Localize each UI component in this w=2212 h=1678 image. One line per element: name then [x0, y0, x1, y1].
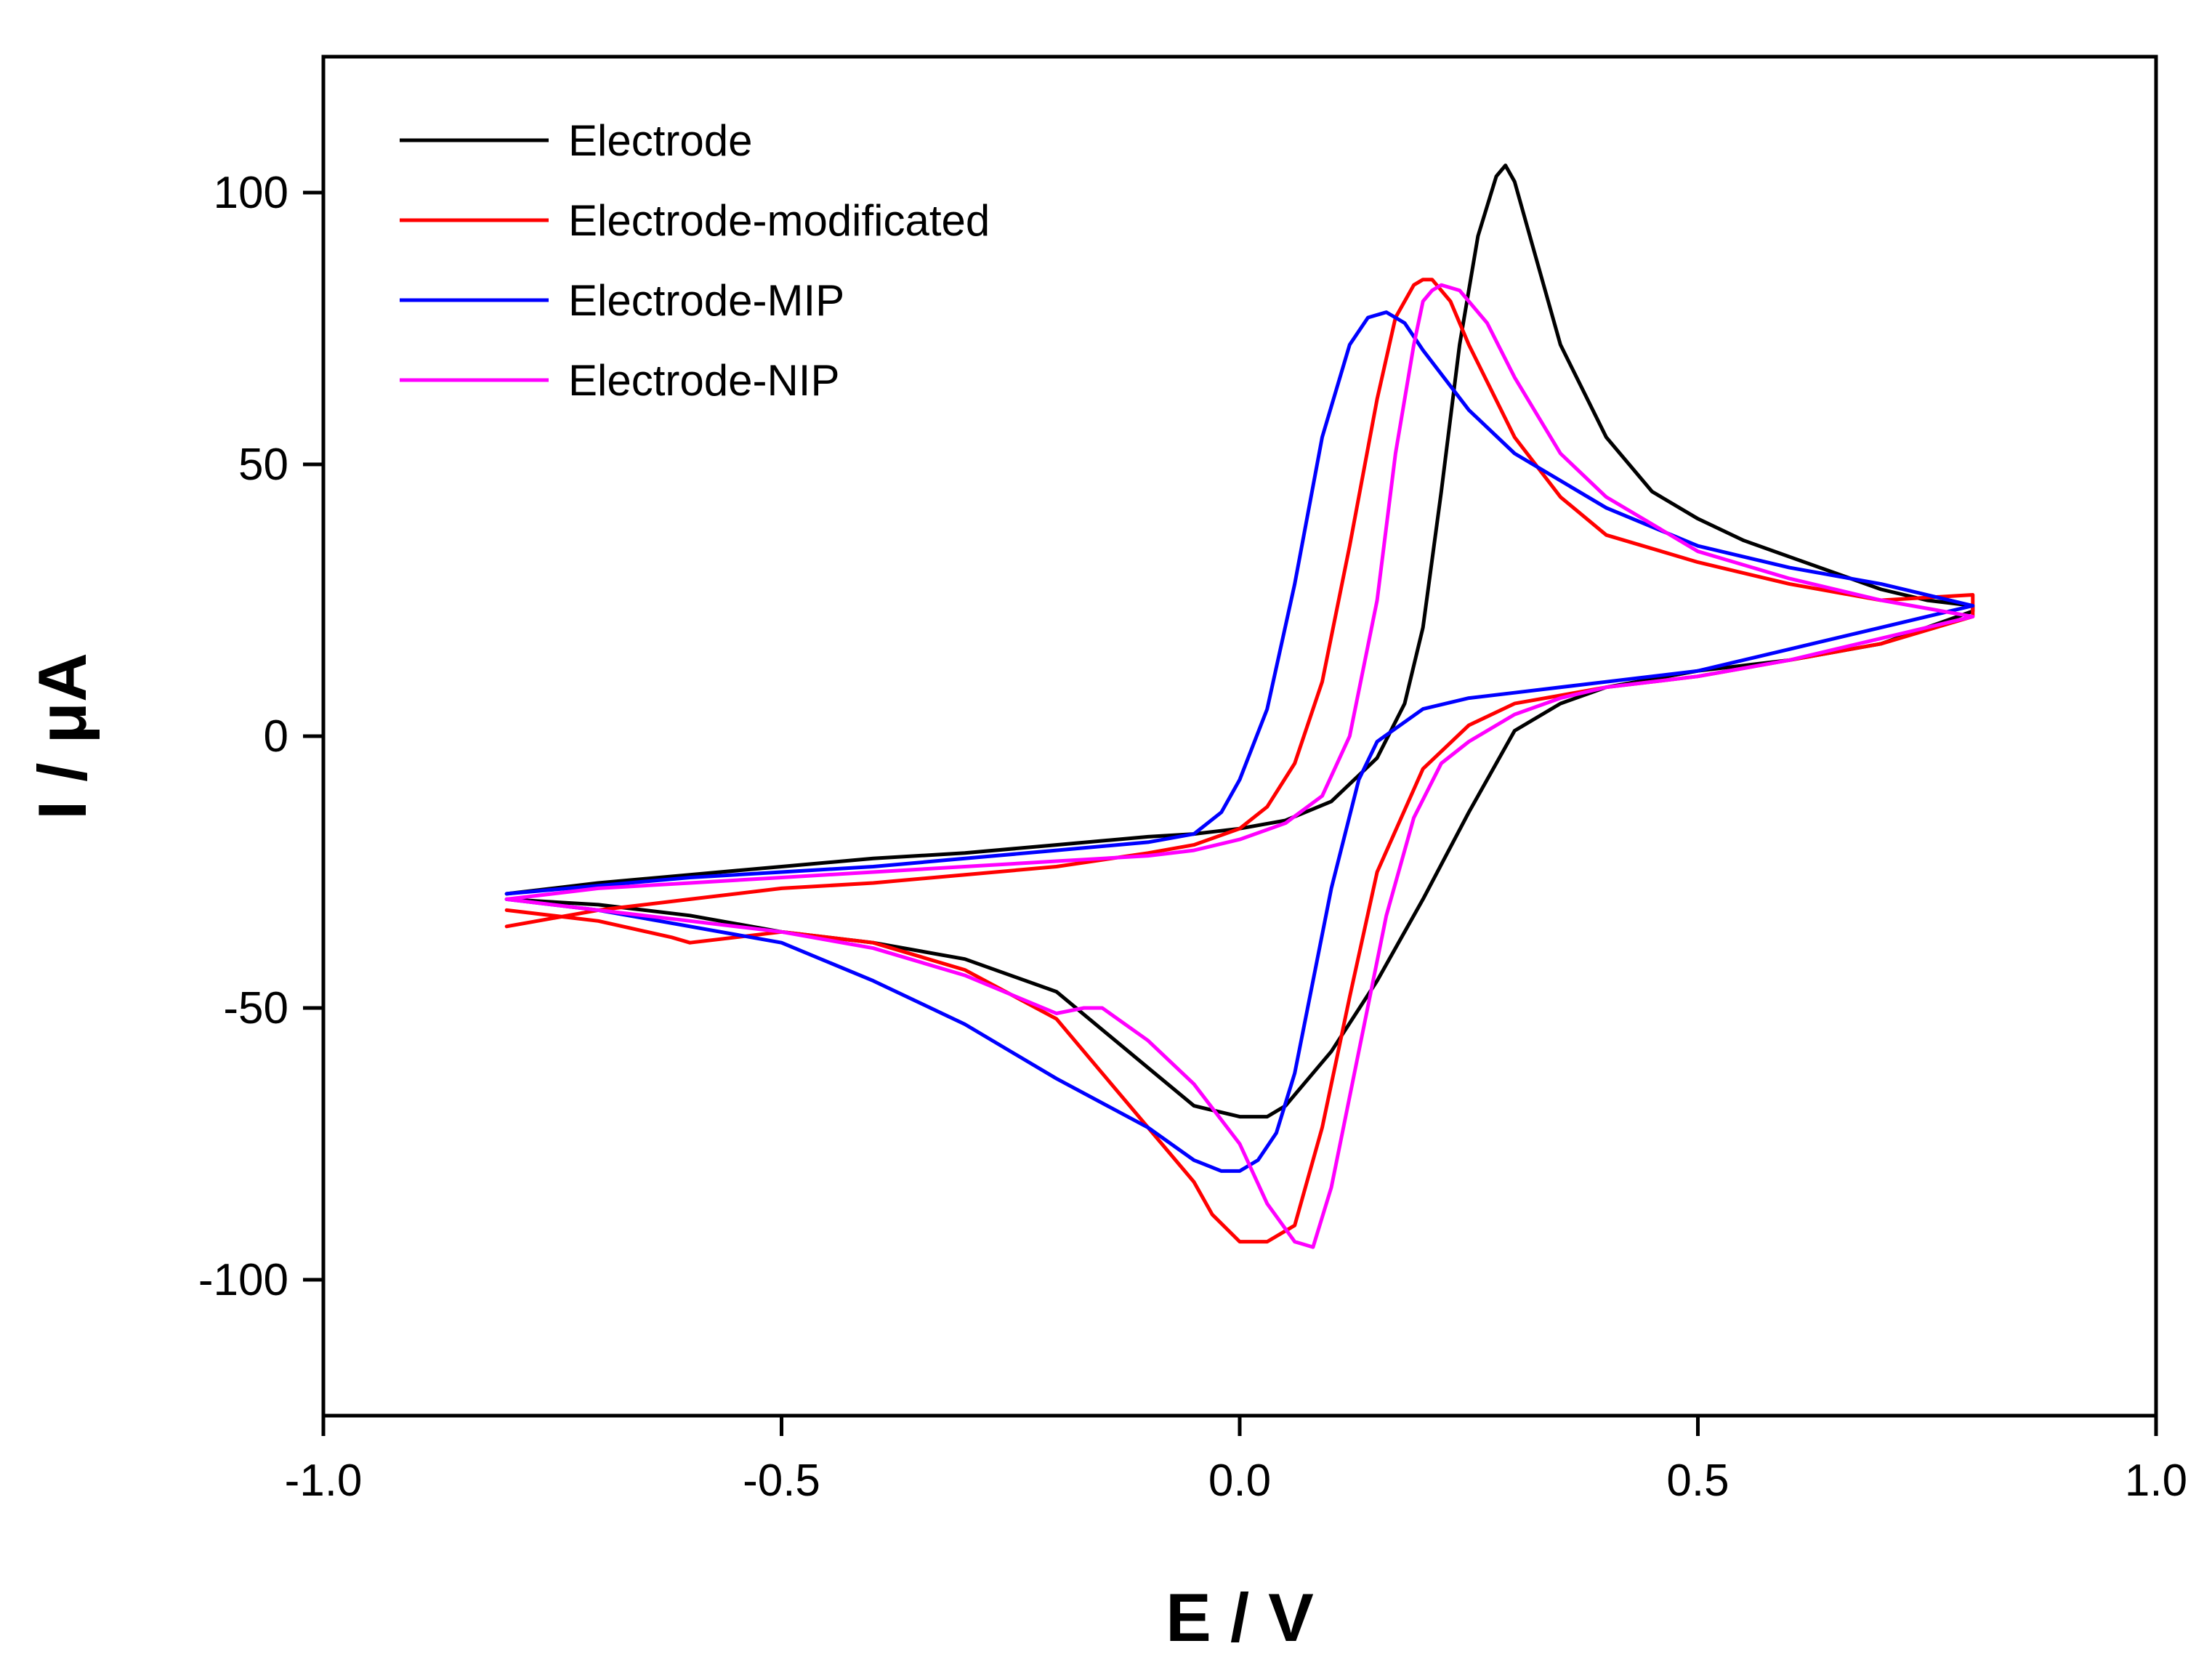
y-axis-title: I / μA	[24, 653, 100, 820]
x-tick-label: 1.0	[2125, 1456, 2187, 1506]
series-layer	[504, 164, 1975, 1249]
axis-ticks: -1.0 -0.5 0.0 0.5 1.0 -100 -50 0 50 100	[198, 168, 2187, 1506]
x-axis-title: E / V	[1166, 1579, 1314, 1655]
y-tick-label: 50	[238, 440, 288, 490]
legend: Electrode Electrode-modificated Electrode-…	[400, 116, 990, 405]
legend-label-electrode-mip: Electrode-MIP	[568, 276, 844, 325]
x-tick-label: 0.0	[1208, 1456, 1271, 1506]
x-tick-label: -1.0	[285, 1456, 363, 1506]
legend-label-electrode-nip: Electrode-NIP	[568, 356, 839, 405]
series-line-electrode-modificated	[504, 278, 1975, 1244]
y-tick-label: -50	[223, 983, 288, 1033]
legend-label-electrode: Electrode	[568, 116, 752, 165]
y-tick-label: -100	[198, 1255, 288, 1305]
series-line-electrode-nip	[504, 283, 1975, 1249]
y-tick-label: 100	[214, 168, 288, 218]
legend-label-electrode-modificated: Electrode-modificated	[568, 196, 990, 245]
series-line-electrode	[504, 164, 1975, 1119]
x-tick-label: -0.5	[743, 1456, 820, 1506]
series-line-electrode-mip	[504, 310, 1975, 1173]
y-tick-label: 0	[264, 711, 288, 762]
x-tick-label: 0.5	[1666, 1456, 1729, 1506]
